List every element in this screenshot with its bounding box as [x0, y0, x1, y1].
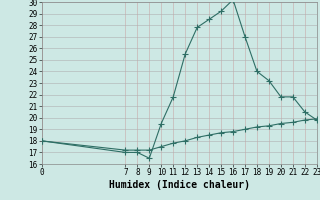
X-axis label: Humidex (Indice chaleur): Humidex (Indice chaleur) — [109, 180, 250, 190]
